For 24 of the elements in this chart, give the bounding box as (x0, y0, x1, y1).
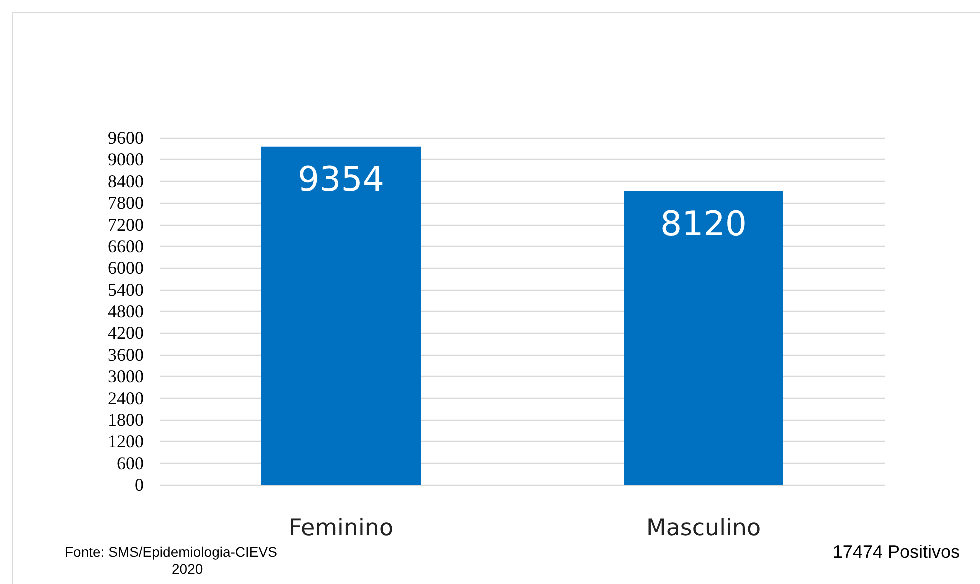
y-tick-label: 8400 (108, 171, 144, 192)
y-tick-label: 3600 (108, 344, 144, 365)
y-tick-label: 9000 (108, 150, 144, 170)
y-tick-label: 2400 (108, 388, 144, 408)
y-tick-label: 9600 (108, 128, 144, 148)
y-tick-label: 1200 (108, 432, 144, 452)
text: 2020 (172, 561, 204, 577)
data-label: 8120 (660, 204, 748, 244)
y-tick-label: 3000 (108, 366, 144, 387)
y-tick-label: 6600 (108, 236, 144, 256)
y-tick-label: 4800 (108, 302, 144, 322)
y-tick-label: 0 (135, 475, 144, 495)
source-note: Fonte: SMS/Epidemiologia-CIEVS (65, 544, 278, 560)
y-tick-label: 5400 (108, 280, 144, 300)
y-tick-label: 1800 (108, 410, 144, 430)
y-tick-label: 7200 (108, 214, 144, 235)
x-tick-label: Feminino (288, 516, 394, 542)
y-tick-label: 600 (117, 453, 144, 474)
y-tick-label: 4200 (108, 323, 144, 344)
data-label: 9354 (298, 160, 385, 200)
text: 17474 Positivos (832, 542, 960, 562)
x-tick-label: Masculino (646, 516, 762, 542)
y-tick-label: 7800 (108, 193, 144, 214)
y-tick-label: 6000 (108, 258, 144, 278)
